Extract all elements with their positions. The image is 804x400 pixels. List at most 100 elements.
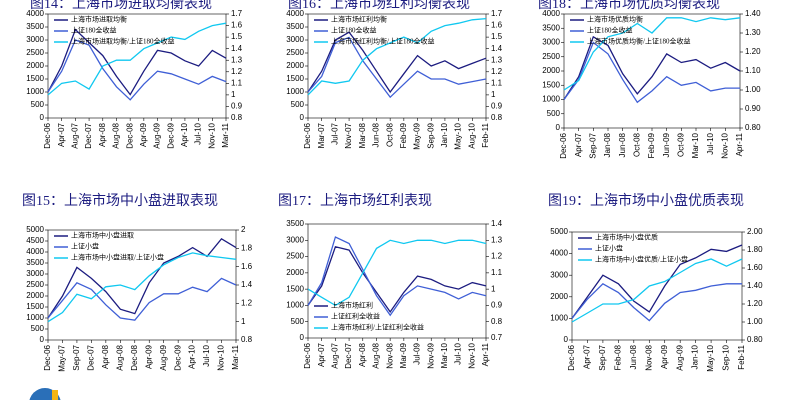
y-tick-label: 1500	[26, 74, 44, 83]
x-tick-label: Jul-09	[413, 342, 422, 364]
y-tick-label: 4000	[286, 9, 304, 18]
x-tick-label: Sep-10	[722, 344, 731, 370]
x-tick-label: Nov-10	[217, 344, 226, 370]
x-tick-label: Apr-07	[574, 132, 583, 157]
chart-panel: 图16：上海市场红利均衡表现 0 500 1000 1500 2000 2500 3000 35…	[286, 0, 502, 150]
y-tick-label: 2000	[26, 61, 44, 70]
chart-panel: 图18：上海市场优质均衡表现 0 500 1000 1500 2000 2500 3000 35…	[538, 0, 761, 159]
y-tick-label: 2500	[26, 280, 44, 289]
y-tick-label: 1500	[26, 302, 44, 311]
x-tick-label: Apr-07	[317, 342, 326, 367]
y2-tick-label: 1.2	[491, 67, 503, 76]
y-tick-label: 3500	[26, 22, 44, 31]
series-line	[307, 31, 487, 94]
x-tick-label: Apr-09	[139, 122, 148, 147]
y-tick-label: 2000	[542, 66, 560, 75]
chart-panel: 图19：上海市场中小盘优质表现 0 1000 2000 3000 4000 5000 0.80…	[548, 192, 763, 371]
series-line	[307, 236, 487, 317]
x-tick-label: Jul-10	[194, 122, 203, 144]
x-tick-label: Aug-07	[330, 342, 339, 368]
x-tick-label: Dec-08	[130, 344, 139, 370]
y-tick-label: 2500	[542, 52, 560, 61]
x-tick-label: Nov-10	[207, 122, 216, 148]
series-line	[47, 28, 227, 96]
x-tick-label: Dec-06	[567, 344, 576, 370]
x-tick-label: Dec-09	[173, 344, 182, 370]
chart-title: 图17：上海市场红利表现	[278, 192, 432, 209]
legend-label: 上海市场红利均衡	[331, 15, 387, 24]
series-line	[307, 36, 487, 99]
y-tick-label: 5000	[550, 227, 568, 236]
y-tick-label: 1000	[550, 314, 568, 323]
x-tick-label: Jan-10	[440, 122, 449, 147]
series-line	[571, 258, 743, 323]
y2-tick-label: 1.80	[747, 245, 763, 254]
y2-tick-label: 1.4	[491, 44, 503, 53]
x-tick-label: Apr-11	[735, 132, 744, 156]
y2-tick-label: 1.6	[491, 21, 503, 30]
chart-title: 图16：上海市场红利均衡表现	[288, 0, 470, 12]
y-tick-label: 1000	[26, 313, 44, 322]
y2-tick-label: 0.8	[491, 113, 503, 122]
y2-tick-label: 1.3	[491, 235, 503, 244]
y2-tick-label: 1.4	[241, 280, 253, 289]
x-tick-label: Aug-09	[159, 344, 168, 370]
x-tick-label: Feb-11	[481, 122, 490, 147]
y2-tick-label: 1.6	[241, 262, 253, 271]
y-tick-label: 5000	[26, 225, 44, 234]
x-tick-label: Apr-08	[98, 122, 107, 147]
y-tick-label: 2000	[550, 292, 568, 301]
y-tick-label: 2000	[286, 268, 304, 277]
y-tick-label: 1000	[286, 87, 304, 96]
y2-tick-label: 0.9	[491, 301, 503, 310]
y-tick-label: 0	[40, 335, 45, 344]
legend-label: 上证180全收益	[331, 26, 377, 35]
x-tick-label: May-07	[58, 344, 67, 371]
y2-tick-label: 0.8	[231, 113, 243, 122]
y2-tick-label: 1.1	[491, 78, 503, 87]
y-tick-label: 3500	[286, 22, 304, 31]
y2-tick-label: 0.90	[745, 104, 761, 113]
legend-label: 上证180全收益	[71, 26, 117, 35]
y-tick-label: 3000	[286, 35, 304, 44]
y2-tick-label: 0.7	[491, 333, 503, 342]
y-tick-label: 3000	[550, 270, 568, 279]
y2-tick-label: 1.00	[747, 317, 763, 326]
y-tick-label: 4000	[26, 9, 44, 18]
y2-tick-label: 1.2	[491, 252, 503, 261]
y-tick-label: 4500	[26, 236, 44, 245]
y2-tick-label: 1	[491, 284, 496, 293]
series-line	[47, 277, 237, 321]
x-tick-label: Apr-08	[358, 342, 367, 367]
x-tick-label: Apr-09	[144, 344, 153, 369]
x-tick-label: Dec-08	[125, 122, 134, 148]
y2-tick-label: 0.9	[231, 102, 243, 111]
x-tick-label: Nov-08	[385, 342, 394, 368]
series-line	[307, 239, 487, 307]
y-tick-label: 2500	[286, 48, 304, 57]
legend-label: 上证小盘	[71, 242, 99, 251]
x-tick-label: Mar-10	[440, 342, 449, 368]
x-tick-label: Jul-10	[706, 132, 715, 154]
y2-tick-label: 1.20	[745, 47, 761, 56]
y-tick-label: 4000	[542, 9, 560, 18]
x-tick-label: Aug-09	[675, 344, 684, 370]
legend-label: 上海市场红利	[331, 301, 373, 310]
y-tick-label: 3000	[26, 269, 44, 278]
x-tick-label: Mar-11	[221, 122, 230, 147]
legend-label: 上海市场中小盘优质/上证小盘	[595, 255, 688, 264]
logo-bar	[52, 390, 58, 400]
y-tick-label: 500	[547, 109, 561, 118]
y2-tick-label: 1.40	[747, 281, 763, 290]
x-tick-label: Nov-07	[344, 122, 353, 148]
y-tick-label: 500	[31, 100, 45, 109]
x-tick-label: Jul-10	[202, 344, 211, 366]
y-tick-label: 3000	[542, 38, 560, 47]
y2-tick-label: 1.20	[747, 299, 763, 308]
y2-tick-label: 0.80	[747, 335, 763, 344]
y-tick-label: 0	[40, 113, 45, 122]
y2-tick-label: 0.8	[241, 335, 253, 344]
x-tick-label: Sep-07	[72, 344, 81, 370]
series-line	[307, 246, 487, 314]
